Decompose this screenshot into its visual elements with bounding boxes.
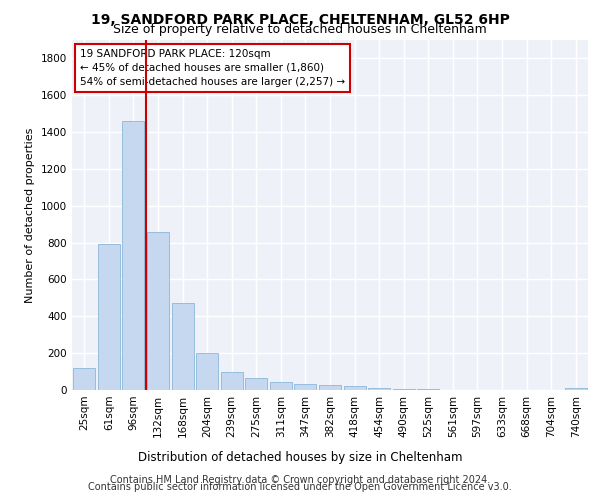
Bar bbox=[196, 353, 218, 390]
Bar bbox=[147, 232, 169, 390]
Bar bbox=[73, 368, 95, 390]
Bar bbox=[98, 244, 120, 390]
Bar bbox=[270, 382, 292, 390]
Text: Contains public sector information licensed under the Open Government Licence v3: Contains public sector information licen… bbox=[88, 482, 512, 492]
Text: Size of property relative to detached houses in Cheltenham: Size of property relative to detached ho… bbox=[113, 22, 487, 36]
Text: Contains HM Land Registry data © Crown copyright and database right 2024.: Contains HM Land Registry data © Crown c… bbox=[110, 475, 490, 485]
Bar bbox=[565, 388, 587, 390]
Bar bbox=[344, 386, 365, 390]
Text: 19 SANDFORD PARK PLACE: 120sqm
← 45% of detached houses are smaller (1,860)
54% : 19 SANDFORD PARK PLACE: 120sqm ← 45% of … bbox=[80, 49, 345, 87]
Bar bbox=[221, 372, 243, 390]
Bar bbox=[122, 121, 145, 390]
Bar bbox=[295, 384, 316, 390]
Text: Distribution of detached houses by size in Cheltenham: Distribution of detached houses by size … bbox=[138, 451, 462, 464]
Bar bbox=[319, 385, 341, 390]
Bar bbox=[172, 304, 194, 390]
Bar bbox=[368, 388, 390, 390]
Bar bbox=[245, 378, 268, 390]
Y-axis label: Number of detached properties: Number of detached properties bbox=[25, 128, 35, 302]
Bar bbox=[392, 389, 415, 390]
Text: 19, SANDFORD PARK PLACE, CHELTENHAM, GL52 6HP: 19, SANDFORD PARK PLACE, CHELTENHAM, GL5… bbox=[91, 12, 509, 26]
